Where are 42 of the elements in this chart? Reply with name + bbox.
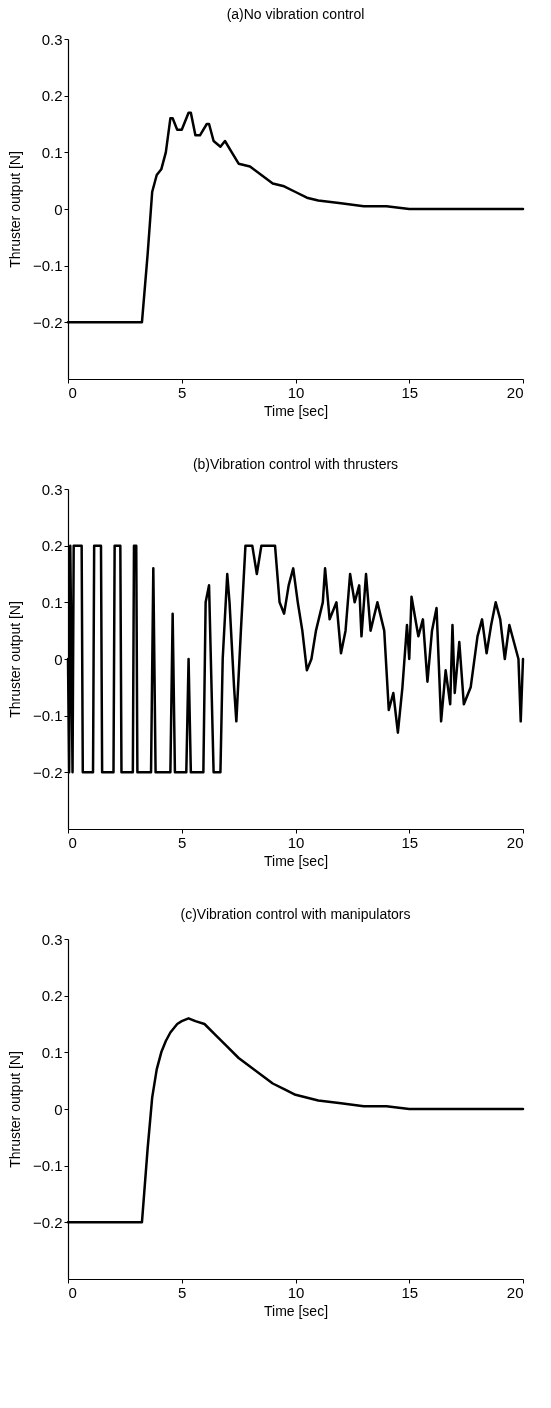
x-tick-label: 20 — [506, 833, 524, 851]
x-tick-label: 0 — [68, 1283, 77, 1301]
x-tick-label: 10 — [287, 1283, 305, 1301]
y-tick-label: 0.3 — [41, 480, 63, 498]
y-tick-label: 0.1 — [41, 143, 63, 161]
y-tick-label: −0.2 — [32, 763, 63, 781]
y-tick-label: 0 — [54, 200, 63, 218]
x-tick-label: 0 — [68, 833, 77, 851]
y-tick-label: −0.1 — [32, 707, 63, 725]
x-tick-label: 5 — [178, 833, 187, 851]
x-tick-label: 20 — [506, 383, 524, 401]
x-tick-label: 15 — [401, 1283, 419, 1301]
x-tick-label: 10 — [287, 383, 305, 401]
x-tick-label: 15 — [401, 833, 419, 851]
chart-title: (a)No vibration control — [226, 6, 365, 22]
y-tick-label: 0.2 — [41, 87, 63, 105]
x-tick-label: 5 — [178, 383, 187, 401]
y-axis-title: Thruster output [N] — [6, 601, 23, 718]
y-tick-label: 0.2 — [41, 537, 63, 555]
y-tick-label: −0.1 — [32, 1157, 63, 1175]
x-axis-title: Time [sec] — [263, 852, 329, 869]
x-tick-label: 5 — [178, 1283, 187, 1301]
y-tick-label: 0 — [54, 1100, 63, 1118]
x-axis-title: Time [sec] — [263, 1302, 329, 1319]
x-tick-label: 20 — [506, 1283, 524, 1301]
y-tick-label: −0.2 — [32, 313, 63, 331]
y-axis-title: Thruster output [N] — [6, 1051, 23, 1168]
y-tick-label: 0 — [54, 650, 63, 668]
y-tick-label: 0.1 — [41, 593, 63, 611]
chart-title: (c)Vibration control with manipulators — [180, 906, 411, 922]
x-tick-label: 10 — [287, 833, 305, 851]
y-tick-label: −0.1 — [32, 257, 63, 275]
chart-title: (b)Vibration control with thrusters — [192, 456, 399, 472]
y-axis-title: Thruster output [N] — [6, 151, 23, 268]
x-axis-title: Time [sec] — [263, 402, 329, 419]
y-tick-label: 0.2 — [41, 987, 63, 1005]
y-tick-label: 0.3 — [41, 930, 63, 948]
x-tick-label: 15 — [401, 383, 419, 401]
y-tick-label: 0.3 — [41, 30, 63, 48]
y-tick-label: 0.1 — [41, 1043, 63, 1061]
y-tick-label: −0.2 — [32, 1213, 63, 1231]
x-tick-label: 0 — [68, 383, 77, 401]
